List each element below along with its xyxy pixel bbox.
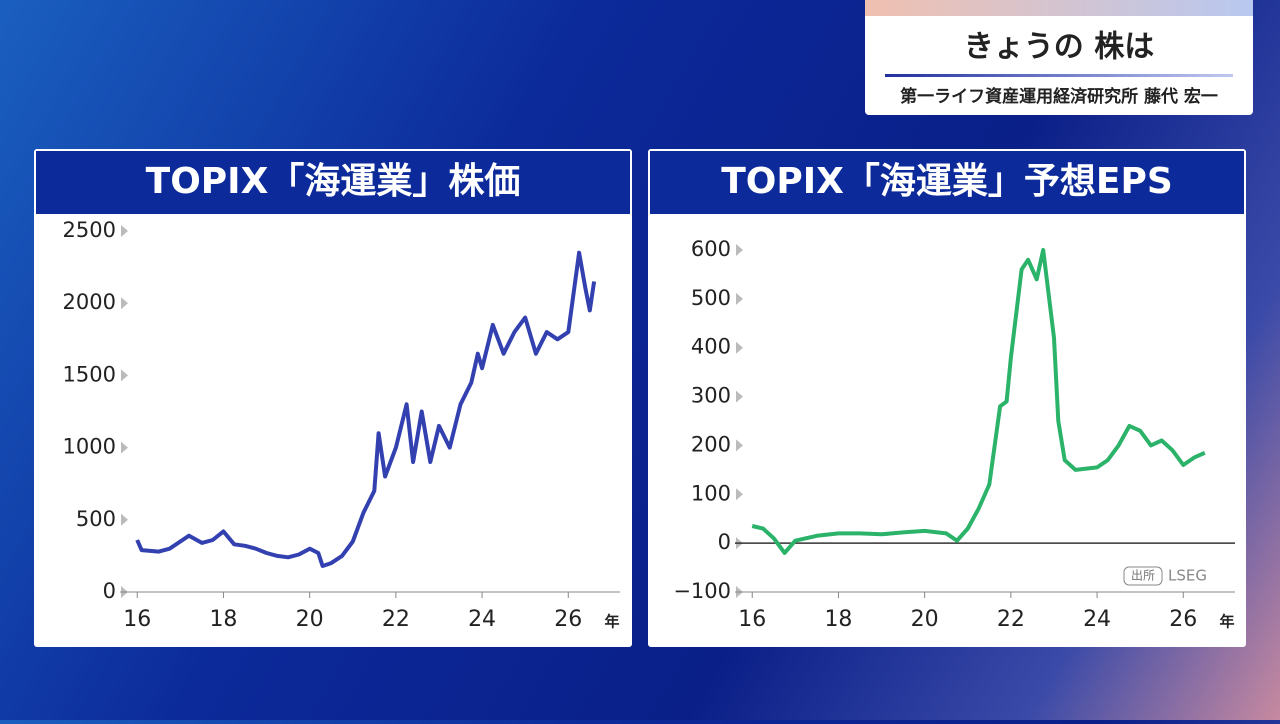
y-tick-label: 1500 bbox=[63, 362, 116, 386]
y-tick-label: 0 bbox=[103, 579, 116, 603]
y-tick-mark bbox=[736, 341, 743, 354]
data-line bbox=[751, 248, 1206, 555]
x-tick-label: 24 bbox=[1083, 607, 1111, 632]
y-tick-label: 100 bbox=[691, 481, 731, 505]
panel-title-band bbox=[650, 151, 1244, 214]
y-tick-label: 200 bbox=[691, 432, 731, 456]
x-tick-label: 26 bbox=[1169, 607, 1197, 632]
y-tick-label: 2000 bbox=[63, 290, 116, 314]
y-tick-mark bbox=[121, 513, 128, 526]
y-tick-mark bbox=[736, 292, 743, 305]
x-tick-label: 20 bbox=[296, 607, 324, 632]
chart-title: TOPIX「海運業」株価 bbox=[146, 161, 521, 202]
panel bbox=[648, 149, 1246, 647]
panel bbox=[34, 149, 632, 647]
panel-title-band bbox=[36, 151, 630, 214]
y-tick-label: 1000 bbox=[63, 435, 116, 459]
y-tick-label: 300 bbox=[691, 384, 731, 408]
x-tick-label: 18 bbox=[209, 607, 237, 632]
y-tick-mark bbox=[736, 439, 743, 452]
y-tick-label: 600 bbox=[691, 237, 731, 261]
y-tick-label: 500 bbox=[76, 507, 116, 531]
y-tick-label: 2500 bbox=[63, 218, 116, 242]
header-subtitle: 第一ライフ資産運用経済研究所 藤代 宏一 bbox=[900, 86, 1218, 107]
x-tick-label: 18 bbox=[824, 607, 852, 632]
source-name: LSEG bbox=[1168, 567, 1207, 585]
x-unit: 年 bbox=[604, 613, 619, 631]
y-tick-mark bbox=[121, 369, 128, 382]
y-tick-label: 400 bbox=[691, 335, 731, 359]
x-tick-label: 20 bbox=[911, 607, 939, 632]
y-tick-label: −100 bbox=[673, 579, 731, 603]
y-tick-mark bbox=[121, 297, 128, 310]
y-tick-label: 0 bbox=[718, 530, 731, 554]
y-tick-mark bbox=[121, 225, 128, 237]
chart-title: TOPIX「海運業」予想EPS bbox=[721, 161, 1173, 202]
source-badge bbox=[1123, 566, 1163, 586]
x-tick-label: 22 bbox=[382, 607, 410, 632]
x-tick-label: 16 bbox=[123, 607, 151, 632]
y-tick-mark bbox=[736, 390, 743, 403]
source-label: 出所 bbox=[1131, 569, 1155, 583]
data-line bbox=[135, 250, 597, 568]
header-band bbox=[865, 0, 1253, 16]
x-tick-label: 26 bbox=[554, 607, 582, 632]
y-tick-mark bbox=[736, 244, 743, 256]
x-tick-label: 22 bbox=[997, 607, 1025, 632]
y-tick-label: 500 bbox=[691, 286, 731, 310]
x-tick-label: 24 bbox=[468, 607, 496, 632]
header-rule bbox=[885, 74, 1233, 77]
y-tick-mark bbox=[121, 441, 128, 454]
header-title: きょうの 株は bbox=[964, 30, 1154, 65]
header-box bbox=[865, 0, 1253, 115]
x-tick-label: 16 bbox=[738, 607, 766, 632]
x-unit: 年 bbox=[1219, 613, 1234, 631]
y-tick-mark bbox=[736, 488, 743, 501]
